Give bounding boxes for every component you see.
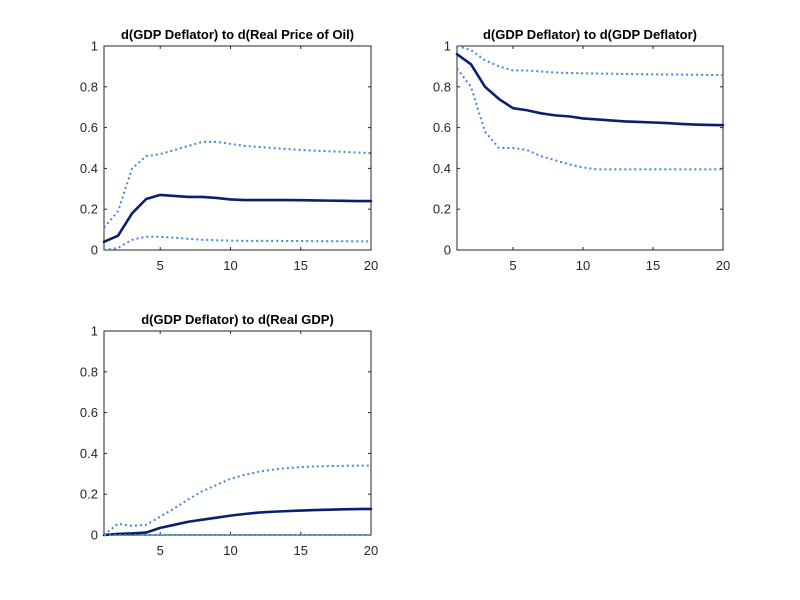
y-tick-label: 1 [91,324,98,339]
y-tick-label: 0.2 [433,202,451,217]
upper-band-line [103,464,371,536]
x-tick-label: 15 [294,543,308,558]
x-tick-label: 5 [509,258,516,273]
x-tick-label: 5 [157,543,164,558]
chart-panel-3: d(GDP Deflator) to d(Real GDP) 0 0.2 0.4 0.6… [80,312,378,558]
upper-band-line [103,140,372,229]
x-tick-label: 15 [646,258,660,273]
axes-box [103,45,372,251]
y-tick-label: 0.2 [80,487,98,502]
y-tick-label: 0.8 [80,79,98,94]
chart-panel-1: d(GDP Deflator) to d(Real Price of Oil) 0… [80,27,378,273]
y-tick-label: 0.4 [80,446,98,461]
chart-title: d(GDP Deflator) to d(Real GDP) [141,312,334,327]
y-tick-label: 0 [444,243,451,258]
x-tick-label: 10 [576,258,590,273]
lower-band-line [456,67,723,171]
median-response-line [102,507,373,537]
median-response-line [455,52,725,127]
y-tick-label: 0 [91,243,98,258]
y-tick-label: 0.2 [80,202,98,217]
y-tick-label: 1 [444,39,451,54]
median-response-line [102,193,373,244]
y-tick-label: 0.4 [80,161,98,176]
x-tick-label: 10 [223,543,237,558]
lower-band-line [103,235,371,251]
y-tick-label: 0.6 [80,405,98,420]
x-tick-label: 20 [716,258,730,273]
axes-box [456,45,724,251]
upper-band-line [456,45,723,76]
x-tick-label: 10 [223,258,237,273]
chart-title: d(GDP Deflator) to d(GDP Deflator) [483,27,697,42]
y-tick-label: 0.4 [433,161,451,176]
axes-box [103,330,372,536]
y-tick-label: 0.8 [80,364,98,379]
chart-panel-2: d(GDP Deflator) to d(GDP Deflator) 0 0.2 0.… [433,27,730,273]
y-tick-label: 1 [91,39,98,54]
y-tick-label: 0.8 [433,79,451,94]
chart-title: d(GDP Deflator) to d(Real Price of Oil) [121,27,354,42]
x-tick-label: 15 [294,258,308,273]
y-tick-label: 0 [91,528,98,543]
y-tick-label: 0.6 [433,120,451,135]
x-tick-label: 5 [157,258,164,273]
y-tick-label: 0.6 [80,120,98,135]
x-tick-label: 20 [364,543,378,558]
x-tick-label: 20 [364,258,378,273]
